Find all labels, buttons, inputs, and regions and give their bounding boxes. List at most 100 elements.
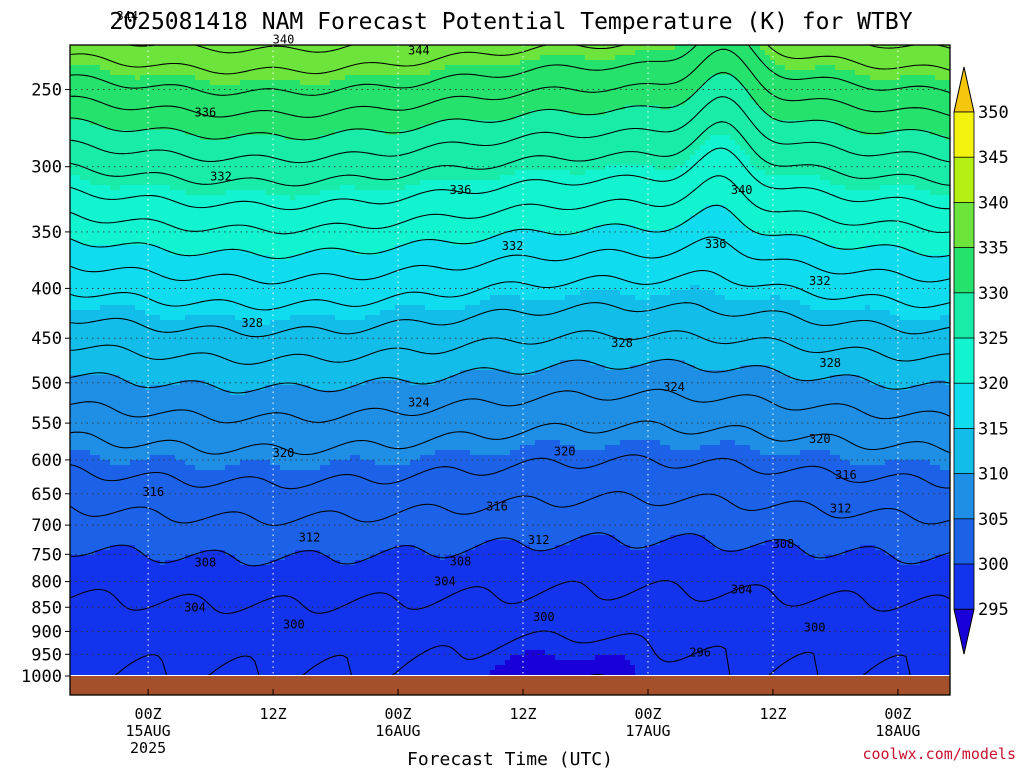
band-cell [95, 65, 101, 71]
band-cell [110, 615, 116, 621]
band-cell [80, 195, 86, 201]
band-cell [115, 395, 121, 401]
band-cell [75, 225, 81, 231]
band-cell [105, 305, 111, 311]
band-cell [85, 255, 91, 261]
band-cell [105, 130, 111, 136]
band-cell [105, 275, 111, 281]
band-cell [120, 70, 126, 76]
band-cell [110, 145, 116, 151]
band-cell [110, 620, 116, 626]
band-cell [115, 460, 121, 466]
band-cell [85, 285, 91, 291]
band-cell [95, 305, 101, 311]
band-cell [115, 370, 121, 376]
band-cell [80, 500, 86, 506]
band-cell [115, 450, 121, 456]
band-cell [85, 650, 91, 656]
band-cell [80, 435, 86, 441]
band-cell [95, 330, 101, 336]
band-cell [80, 110, 86, 116]
band-cell [110, 450, 116, 456]
band-cell [95, 210, 101, 216]
band-cell [85, 275, 91, 281]
band-cell [115, 635, 121, 641]
band-cell [125, 370, 131, 376]
band-cell [80, 565, 86, 571]
band-cell [85, 130, 91, 136]
band-cell [100, 175, 106, 181]
band-cell [95, 665, 101, 671]
band-cell [130, 115, 136, 121]
band-cell [105, 285, 111, 291]
band-cell [130, 65, 136, 71]
band-cell [70, 615, 76, 621]
band-cell [90, 410, 96, 416]
band-cell [105, 495, 111, 501]
band-cell [95, 640, 101, 646]
band-cell [130, 190, 136, 196]
band-cell [105, 280, 111, 286]
band-cell [130, 270, 136, 276]
band-cell [100, 410, 106, 416]
band-cell [70, 230, 76, 236]
band-cell [110, 325, 116, 331]
band-cell [80, 55, 86, 61]
band-cell [100, 260, 106, 266]
band-cell [75, 600, 81, 606]
band-cell [100, 360, 106, 366]
band-cell [100, 565, 106, 571]
band-cell [75, 300, 81, 306]
band-cell [120, 275, 126, 281]
band-cell [70, 255, 76, 261]
band-cell [130, 300, 136, 306]
band-cell [75, 665, 81, 671]
band-cell [115, 570, 121, 576]
band-cell [80, 495, 86, 501]
band-cell [120, 185, 126, 191]
band-cell [90, 360, 96, 366]
band-cell [95, 215, 101, 221]
band-cell [125, 405, 131, 411]
band-cell [70, 610, 76, 616]
band-cell [110, 215, 116, 221]
band-cell [90, 270, 96, 276]
band-cell [80, 390, 86, 396]
band-cell [115, 530, 121, 536]
band-cell [95, 90, 101, 96]
band-cell [75, 45, 81, 51]
band-cell [105, 565, 111, 571]
band-cell [85, 405, 91, 411]
band-cell [85, 530, 91, 536]
band-cell [95, 655, 101, 661]
band-cell [105, 90, 111, 96]
band-cell [105, 155, 111, 161]
band-cell [100, 625, 106, 631]
band-cell [120, 425, 126, 431]
band-cell [115, 90, 121, 96]
band-cell [115, 325, 121, 331]
band-cell [85, 415, 91, 421]
band-cell [100, 570, 106, 576]
band-cell [125, 245, 131, 251]
band-cell [125, 470, 131, 476]
band-cell [85, 615, 91, 621]
band-cell [110, 530, 116, 536]
band-cell [105, 75, 111, 81]
band-cell [105, 640, 111, 646]
band-cell [70, 575, 76, 581]
band-cell [85, 90, 91, 96]
band-cell [85, 625, 91, 631]
band-cell [80, 615, 86, 621]
band-cell [90, 205, 96, 211]
band-cell [115, 655, 121, 661]
band-cell [85, 80, 91, 86]
band-cell [95, 505, 101, 511]
band-cell [105, 385, 111, 391]
band-cell [125, 60, 131, 66]
band-cell [115, 560, 121, 566]
band-cell [90, 460, 96, 466]
band-cell [80, 275, 86, 281]
band-cell [110, 75, 116, 81]
band-cell [95, 355, 101, 361]
